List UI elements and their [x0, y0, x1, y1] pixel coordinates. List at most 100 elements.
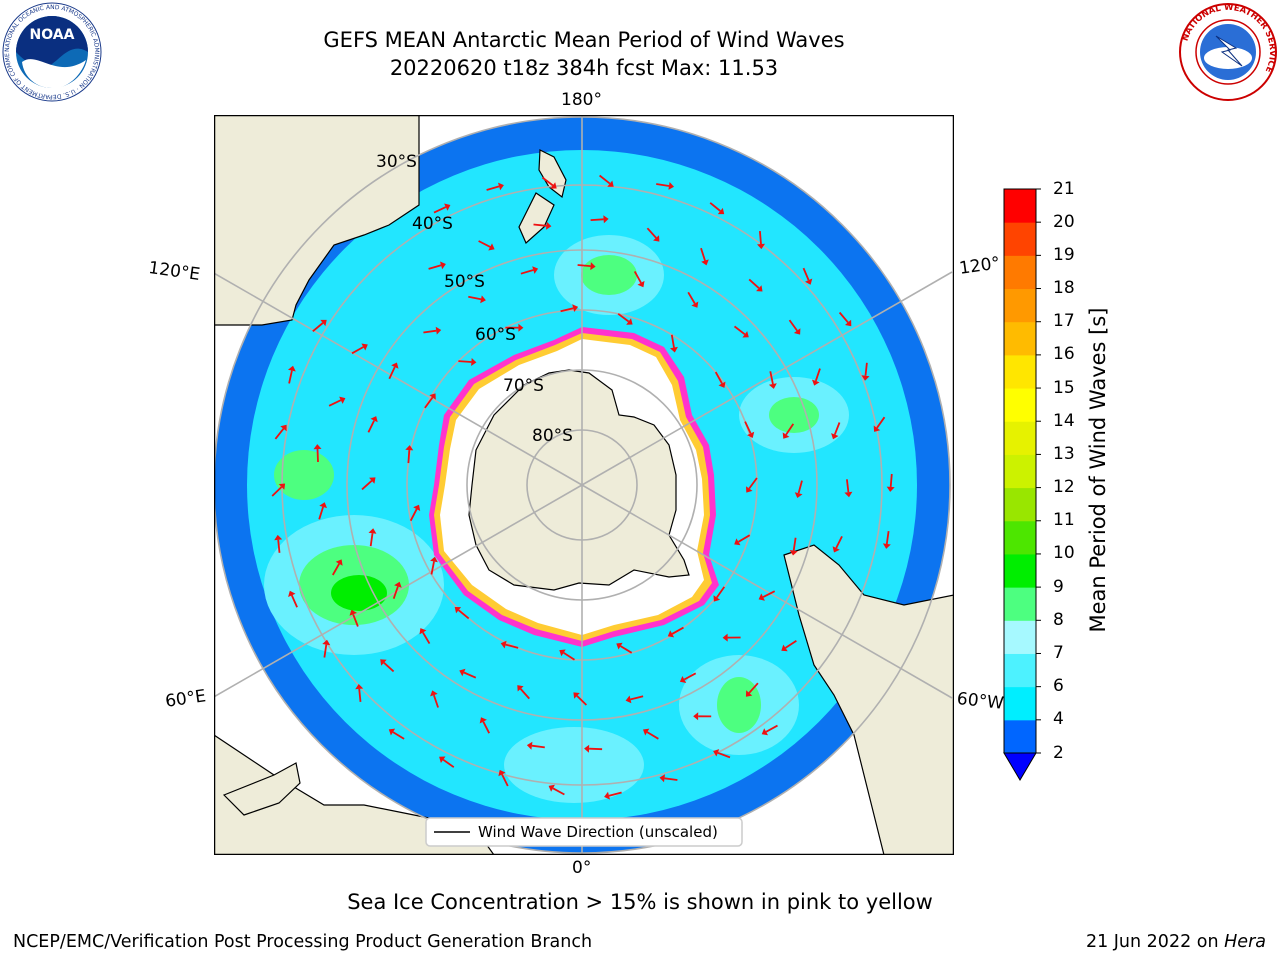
land-madagascar [222, 762, 301, 816]
wind-wave-arrow-shaft [733, 325, 746, 336]
colorbar-band [1004, 719, 1036, 754]
wind-wave-arrow-shaft [478, 240, 491, 248]
wind-wave-arrow-head [444, 203, 451, 211]
wind-wave-arrow-head [625, 695, 632, 704]
colorbar-band [1004, 487, 1036, 522]
wind-wave-arrow-head [573, 692, 580, 699]
wind-wave-arrow-head [546, 221, 552, 230]
wind-wave-arrow-shaft [424, 396, 434, 409]
wind-wave-arrow-head [369, 477, 376, 484]
wind-wave-arrow-shaft [599, 174, 611, 185]
wind-wave-arrow-shaft [769, 371, 774, 385]
wind-wave-arrow-head [781, 644, 788, 652]
wind-wave-arrow-head [717, 207, 725, 215]
colorbar-tick: 11 [1053, 510, 1075, 531]
wind-wave-arrow-head [419, 628, 427, 635]
wind-wave-arrow-shaft [367, 420, 375, 433]
polar-map: 30°S 40°S 50°S 60°S 70°S 80°S Wind Wave … [214, 115, 954, 855]
wind-wave-arrow-head [668, 182, 674, 190]
wind-wave-arrow-shaft [885, 530, 890, 545]
wind-wave-arrow-head [670, 346, 678, 353]
wind-wave-arrow-head [812, 379, 820, 386]
wind-wave-arrow-shaft [392, 586, 399, 599]
wind-wave-arrow-shaft [442, 758, 455, 768]
svg-text:NOAA: NOAA [30, 27, 75, 43]
wind-wave-arrow-head [498, 769, 506, 777]
wind-wave-arrow-head [380, 659, 387, 666]
wind-wave-arrow-shaft [589, 747, 603, 751]
wind-wave-arrow-head [713, 595, 721, 602]
wind-wave-arrow-shaft [423, 329, 437, 334]
wind-wave-arrow-shaft [590, 218, 604, 221]
wind-wave-arrow-head [667, 630, 675, 638]
wind-wave-arrow-shaft [463, 671, 477, 679]
nws-logo: NATIONAL WEATHER SERVICE [1178, 2, 1278, 102]
colorbar-tick: 21 [1053, 178, 1075, 199]
colorbar-tick: 6 [1053, 676, 1064, 697]
colorbar-band [1004, 321, 1036, 356]
wind-wave-arrow-shaft [430, 561, 435, 575]
wind-wave-arrow-shaft [838, 311, 849, 323]
wind-wave-arrow-shaft [533, 223, 547, 227]
wind-wave-arrow-shaft [797, 480, 803, 494]
footer-left: NCEP/EMC/Verification Post Processing Pr… [13, 932, 593, 952]
wind-wave-arrow-shaft [428, 264, 442, 270]
wind-wave-arrow-head [584, 744, 590, 753]
wind-wave-arrow-head [479, 717, 487, 724]
wind-wave-arrow-shaft [716, 586, 726, 599]
wind-wave-arrow-shaft [277, 539, 281, 553]
wind-wave-arrow-shaft [802, 267, 810, 281]
wind-wave-arrow-head [498, 182, 504, 191]
sea-ice-note: Sea Ice Concentration > 15% is shown in … [347, 890, 933, 914]
colorbar-tick: 16 [1053, 344, 1075, 365]
wind-wave-arrow-shaft [785, 423, 795, 436]
wind-wave-arrow-shaft [552, 787, 565, 796]
colorbar-tick: 12 [1053, 477, 1075, 498]
wind-wave-arrow-head [319, 502, 327, 509]
wind-wave-arrow-shaft [520, 269, 534, 275]
wind-wave-arrow-head [746, 486, 753, 493]
wind-wave-arrow-shaft [361, 480, 373, 491]
wind-wave-arrow-shaft [630, 695, 644, 701]
wind-wave-arrow-head [679, 676, 687, 683]
wind-wave-arrow-shaft [577, 264, 591, 267]
wind-wave-arrow-head [488, 243, 495, 251]
wind-wave-arrow-head [758, 593, 765, 601]
wind-wave-arrow-shaft [814, 368, 821, 382]
wind-wave-arrow-head [603, 215, 609, 224]
wind-wave-arrow-shaft [785, 640, 797, 649]
wind-wave-arrow-shaft [563, 652, 575, 661]
colorbar-band [1004, 255, 1036, 290]
wind-wave-arrow-head [701, 259, 709, 266]
wind-wave-arrow-head [335, 559, 343, 566]
colorbar-under-triangle [1003, 752, 1037, 781]
wind-wave-arrow-shaft [765, 724, 778, 733]
wind-wave-arrow-head [454, 607, 462, 614]
wind-wave-arrow-head [278, 483, 286, 490]
colorbar-band [1004, 520, 1036, 555]
chart-title: GEFS MEAN Antarctic Mean Period of Wind … [323, 28, 845, 52]
wind-wave-arrow-shaft [687, 291, 696, 304]
footer-host: Hera [1224, 932, 1266, 952]
wind-wave-arrow-head [339, 396, 346, 404]
wind-wave-arrow-shaft [608, 791, 622, 797]
wind-wave-arrow-shaft [519, 688, 530, 700]
colorbar-band [1004, 388, 1036, 422]
wind-wave-arrow-shaft [617, 313, 630, 323]
noaa-logo: NATIONAL OCEANIC AND ATMOSPHERIC ADMINIS… [0, 0, 102, 102]
colorbar-band [1004, 421, 1036, 455]
wind-wave-arrow-shaft [383, 662, 395, 673]
colorbar-band [1004, 653, 1036, 688]
wind-wave-arrow-shaft [762, 590, 776, 598]
wind-wave-arrow-head [288, 590, 296, 597]
wind-wave-arrow-shaft [864, 362, 868, 376]
legend-label: Wind Wave Direction (unscaled) [478, 823, 718, 841]
wind-wave-arrow-shaft [876, 416, 886, 429]
colorbar-tick: 2 [1053, 742, 1064, 763]
wind-wave-arrow-shaft [388, 366, 396, 380]
wind-wave-arrow-head [550, 182, 557, 189]
wind-wave-arrow-head [616, 642, 623, 650]
wind-wave-arrow-head [322, 639, 331, 646]
wind-wave-arrow-shaft [656, 183, 670, 187]
wind-wave-arrow-shaft [759, 231, 762, 245]
